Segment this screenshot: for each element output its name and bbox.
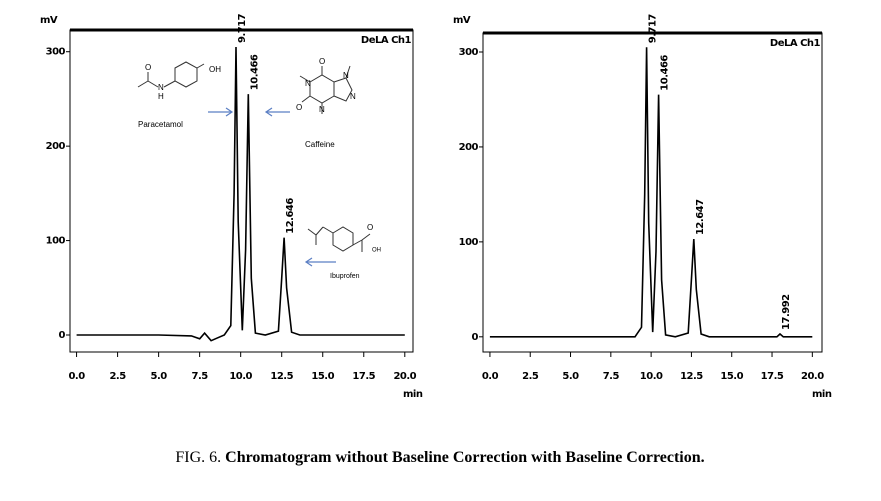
bond (137, 80, 149, 88)
atom: N (305, 79, 311, 88)
x-tick-label: 12.5 (270, 371, 293, 382)
atom: OH (372, 248, 381, 254)
atom: O (145, 63, 151, 72)
x-tick-label: 0.0 (482, 371, 499, 382)
y-axis-label: mV (40, 15, 58, 26)
x-axis-label: min (403, 389, 423, 400)
channel-label: DeLA Ch1 (770, 38, 821, 49)
y-tick-label: 0 (59, 330, 66, 341)
ibuprofen-structure: O OH Ibuprofen (307, 223, 381, 280)
y-tick-label: 300 (459, 47, 479, 58)
atom: N (343, 71, 349, 80)
y-tick-label: 200 (46, 141, 66, 152)
peak-label: 12.646 (285, 198, 296, 234)
x-tick-label: 0.0 (68, 371, 85, 382)
y-tick-label: 100 (46, 236, 66, 247)
compound-name: Ibuprofen (330, 273, 360, 280)
bond (315, 226, 324, 236)
ring (333, 77, 353, 102)
atom: O (319, 57, 325, 66)
bond (322, 226, 334, 234)
bond (307, 228, 317, 236)
x-tick-label: 5.0 (562, 371, 579, 382)
peak-label: 10.466 (660, 55, 671, 91)
chromatogram-line (489, 47, 813, 338)
ring (332, 226, 354, 252)
atom: N (158, 83, 164, 92)
x-tick-label: 10.0 (229, 371, 252, 382)
ring (174, 61, 198, 88)
bond (163, 80, 176, 88)
caption-label: FIG. 6. (175, 449, 221, 466)
x-axis-label: min (812, 389, 832, 400)
atom: O (296, 103, 302, 112)
caffeine-structure: O N N N N O Caffeine (296, 57, 356, 149)
caption-text: Chromatogram without Baseline Correction… (225, 449, 705, 466)
bond (361, 233, 371, 241)
x-tick-label: 2.5 (109, 371, 126, 382)
atom: H (158, 92, 164, 101)
peak-label: 9.717 (648, 14, 659, 44)
channel-label: DeLA Ch1 (361, 35, 412, 46)
x-tick-label: 17.5 (761, 371, 784, 382)
x-tick-label: 17.5 (352, 371, 375, 382)
bond (299, 75, 311, 83)
y-tick-label: 100 (459, 237, 479, 248)
arrow (208, 107, 234, 117)
compound-name: Paracetamol (138, 120, 183, 129)
caption: FIG. 6. Chromatogram without Baseline Co… (175, 449, 704, 466)
peak-label: 17.992 (781, 294, 792, 330)
x-tick-label: 2.5 (522, 371, 539, 382)
chromatogram-line (76, 46, 405, 342)
arrow (304, 257, 336, 267)
atom: O (367, 223, 373, 232)
bond (345, 65, 351, 79)
atom: N (350, 92, 356, 101)
bond (196, 63, 205, 69)
atom: N (319, 105, 325, 114)
peak-label: 12.647 (695, 199, 706, 235)
x-tick-label: 5.0 (151, 371, 168, 382)
arrow (264, 107, 290, 117)
x-tick-label: 20.0 (393, 371, 416, 382)
paracetamol-structure: OH N H O Paracetamol (137, 61, 221, 129)
atom: OH (209, 65, 221, 74)
compound-name: Caffeine (305, 140, 335, 149)
ring (309, 74, 335, 104)
y-tick-label: 0 (472, 332, 479, 343)
x-tick-label: 15.0 (311, 371, 334, 382)
peak-label: 9.717 (237, 13, 248, 43)
x-tick-label: 15.0 (720, 371, 743, 382)
bond (301, 95, 311, 103)
x-tick-label: 7.5 (603, 371, 620, 382)
peak-label: 10.466 (249, 54, 260, 90)
bond (147, 80, 159, 88)
y-tick-label: 300 (46, 47, 66, 58)
x-tick-label: 12.5 (680, 371, 703, 382)
y-tick-label: 200 (459, 142, 479, 153)
x-tick-label: 7.5 (192, 371, 209, 382)
x-tick-label: 10.0 (640, 371, 663, 382)
x-tick-label: 20.0 (801, 371, 824, 382)
y-axis-label: mV (453, 15, 471, 26)
bond (352, 239, 363, 246)
plot-frame (482, 32, 823, 353)
